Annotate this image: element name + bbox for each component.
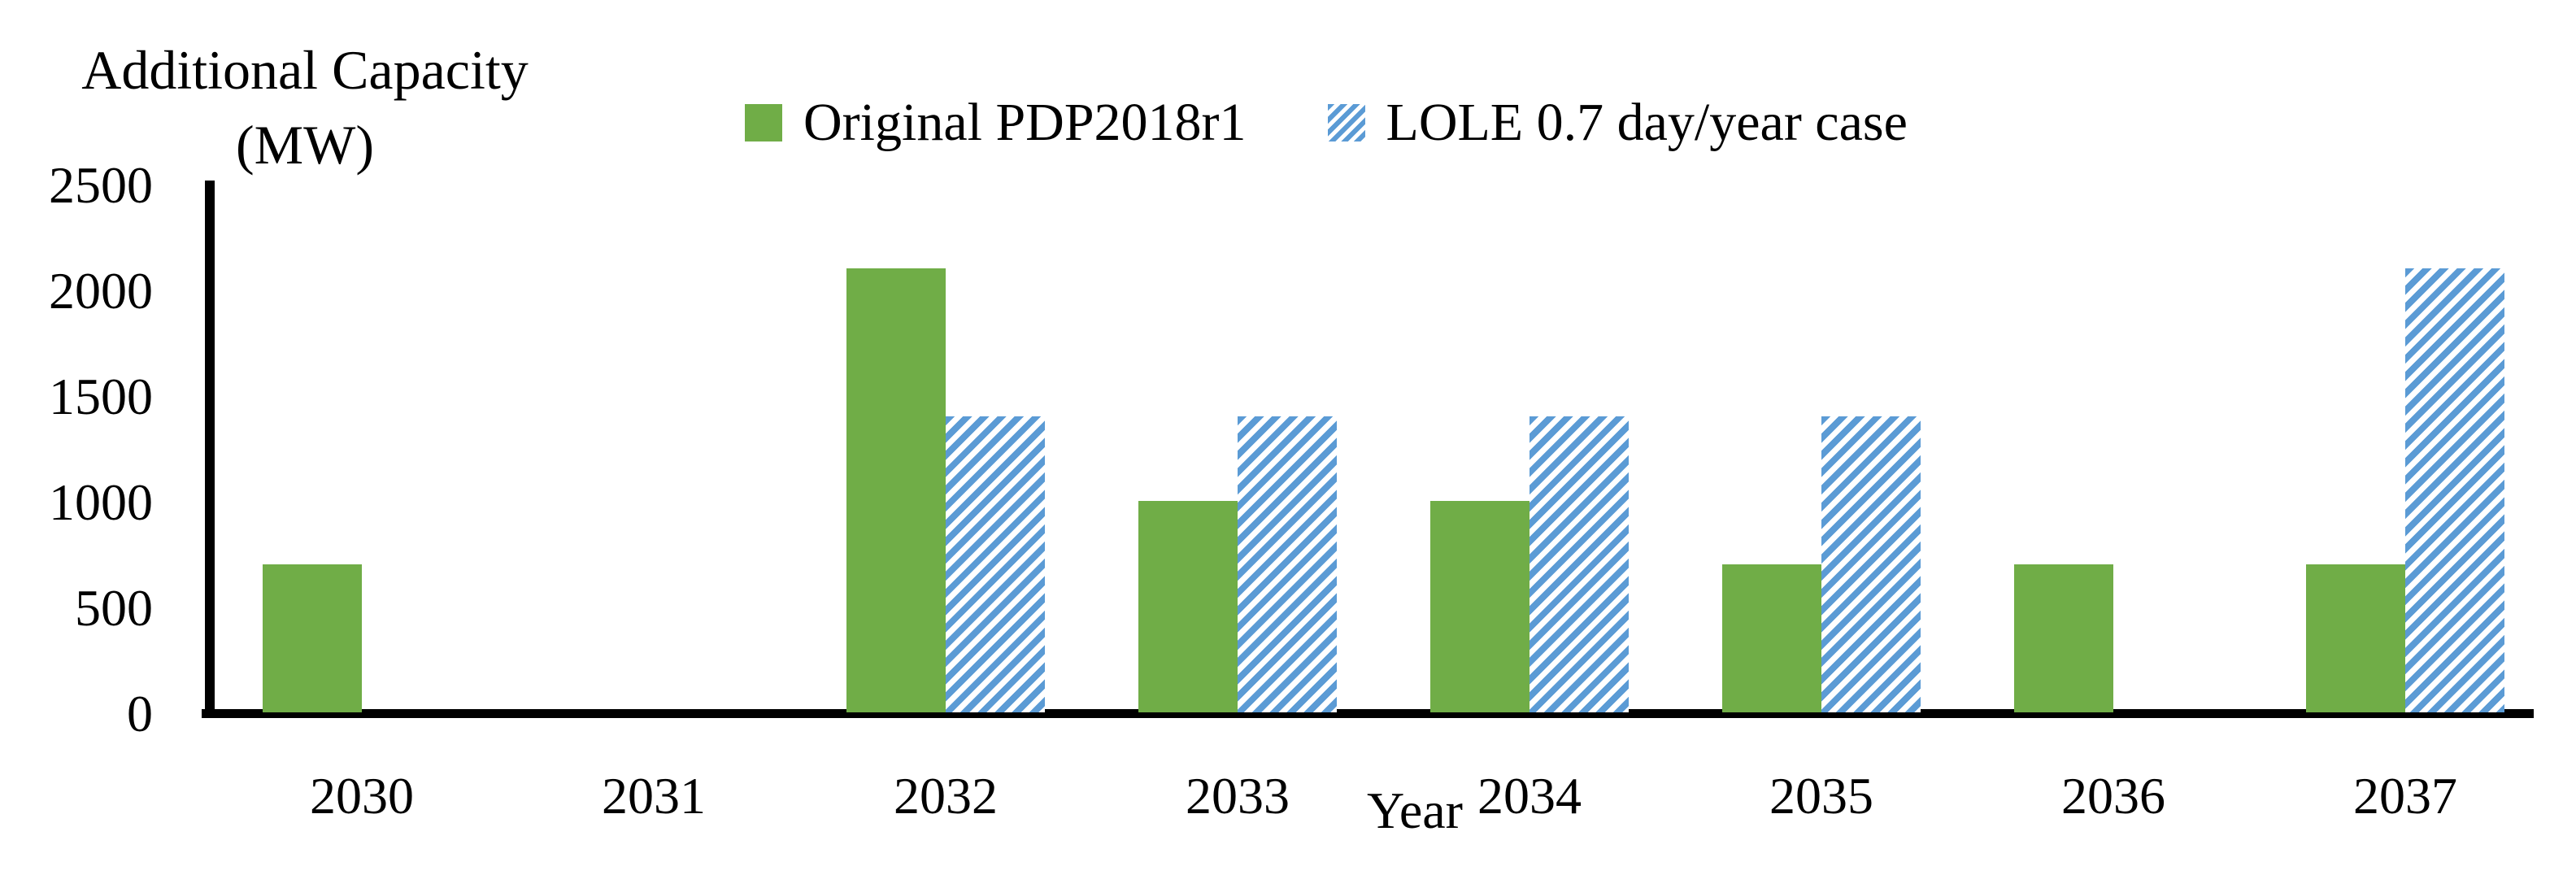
x-tick-label-2036: 2036: [2061, 767, 2165, 825]
bar-original-2036: [2014, 564, 2113, 712]
bar-original-2034: [1430, 501, 1530, 712]
x-tick-label-2033: 2033: [1186, 767, 1290, 825]
bar-lole-2037: [2405, 268, 2504, 712]
y-tick-label-500: 500: [75, 579, 153, 637]
legend: Original PDP2018r1 LOLE 0.7 day/year cas…: [745, 94, 1908, 151]
bar-original-2032: [846, 268, 946, 712]
y-tick-label-1500: 1500: [49, 368, 153, 425]
bar-lole-2033: [1238, 416, 1337, 712]
legend-swatch-lole: [1327, 104, 1365, 141]
x-tick-label-2030: 2030: [310, 767, 414, 825]
y-tick-label-2000: 2000: [49, 262, 153, 320]
x-axis-line: [202, 709, 2534, 718]
legend-swatch-original: [745, 104, 782, 141]
y-axis-title: Additional Capacity (MW): [47, 33, 563, 182]
y-tick-label-1000: 1000: [49, 473, 153, 531]
y-tick-label-2500: 2500: [49, 156, 153, 214]
legend-item-lole: LOLE 0.7 day/year case: [1327, 93, 1908, 152]
y-axis-title-line2: (MW): [236, 114, 374, 176]
bar-lole-2035: [1821, 416, 1921, 712]
y-axis-line: [205, 181, 215, 718]
legend-item-original: Original PDP2018r1: [745, 94, 1247, 151]
bar-original-2033: [1138, 501, 1238, 712]
x-tick-label-2034: 2034: [1477, 767, 1582, 825]
x-tick-label-2031: 2031: [602, 767, 706, 825]
x-tick-label-2035: 2035: [1769, 767, 1873, 825]
x-tick-label-2037: 2037: [2353, 767, 2457, 825]
y-axis-title-line1: Additional Capacity: [81, 39, 529, 101]
y-tick-label-0: 0: [127, 685, 153, 742]
bar-lole-2034: [1530, 416, 1629, 712]
legend-label-original: Original PDP2018r1: [803, 93, 1247, 152]
bar-original-2030: [263, 564, 362, 712]
bar-lole-2032: [946, 416, 1045, 712]
x-tick-label-2032: 2032: [894, 767, 998, 825]
x-axis-title: Year: [1367, 781, 1463, 839]
bar-original-2035: [1722, 564, 1821, 712]
legend-label-lole: LOLE 0.7 day/year case: [1386, 93, 1908, 152]
bar-original-2037: [2306, 564, 2405, 712]
